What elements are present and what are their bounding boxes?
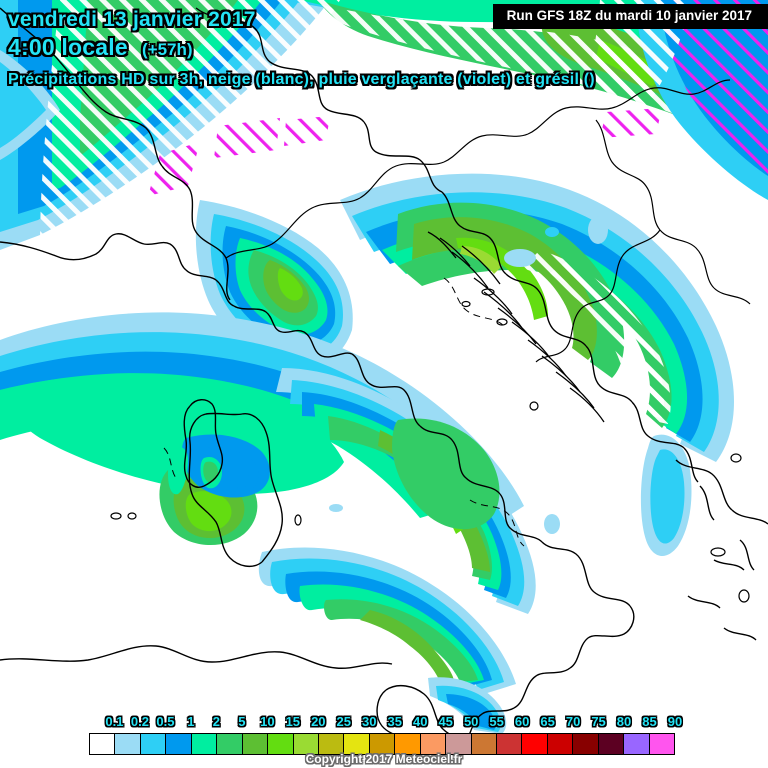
map-dalmatian-islands xyxy=(427,231,605,423)
map-coastlines xyxy=(0,7,768,747)
legend-tick-label: 70 xyxy=(565,714,581,729)
legend-tick-label: 25 xyxy=(336,714,352,729)
legend-tick-label: 1 xyxy=(187,714,195,729)
legend-tick-label: 80 xyxy=(616,714,632,729)
precip-field-west-arm xyxy=(0,50,60,160)
forecast-lead-time-label: (+57h) xyxy=(142,40,193,59)
legend-color-cell xyxy=(446,734,472,754)
forecast-date-label: vendredi 13 janvier 2017 xyxy=(8,8,256,31)
legend-color-cell xyxy=(547,734,574,754)
map-borders-dashed xyxy=(163,277,525,547)
legend-color-cell xyxy=(217,734,243,754)
legend-color-cell xyxy=(140,734,167,754)
legend-tick-label: 0.2 xyxy=(130,714,149,729)
legend-tick-label: 15 xyxy=(285,714,301,729)
legend-tick-label: 65 xyxy=(540,714,555,729)
legend-color-cell xyxy=(497,734,523,754)
legend-tick-label: 0.1 xyxy=(105,714,124,729)
legend-color-cell xyxy=(166,734,192,754)
legend-tick-label: 55 xyxy=(489,714,504,729)
legend-tick-label: 35 xyxy=(387,714,402,729)
legend-tick-label: 60 xyxy=(514,714,530,729)
legend-color-cell xyxy=(318,734,345,754)
legend-color-cell xyxy=(522,734,548,754)
legend-tick-label: 30 xyxy=(362,714,377,729)
legend-tick-label: 20 xyxy=(311,714,326,729)
model-run-badge: Run GFS 18Z du mardi 10 janvier 2017 xyxy=(492,4,768,29)
legend-color-cell xyxy=(649,734,675,754)
map-borders xyxy=(225,79,751,363)
legend-tick-label: 45 xyxy=(438,714,453,729)
legend-color-cell xyxy=(395,734,421,754)
legend-color-cell xyxy=(344,734,370,754)
legend-tick-labels: 0.1 0.2 0.5 1 2 5 10 15 20 25 30 35 40 45 50 55 60 65 70 75… xyxy=(0,714,768,732)
legend-color-cell xyxy=(573,734,599,754)
legend-tick-label: 2 xyxy=(212,714,221,729)
legend-tick-label: 40 xyxy=(412,714,428,729)
snow-overlay-dalmatia xyxy=(522,250,671,424)
freezing-rain-overlay-northeast xyxy=(662,0,768,178)
snow-overlay-northeast xyxy=(560,0,690,168)
legend-color-cell xyxy=(420,734,447,754)
legend-tick-label: 85 xyxy=(642,714,657,729)
legend-color-cell xyxy=(191,734,218,754)
precip-field-sicily xyxy=(428,677,507,734)
legend-tick-label: 90 xyxy=(667,714,683,729)
legend-color-cell xyxy=(90,734,116,754)
precip-field-ionian xyxy=(640,434,692,557)
legend-color-cell xyxy=(293,734,319,754)
forecast-time-label: 4:00 locale xyxy=(8,34,128,60)
freezing-rain-overlay-po xyxy=(148,108,662,196)
legend-tick-label: 0.5 xyxy=(156,714,175,729)
precip-field-sardinia-green xyxy=(168,446,222,495)
legend-color-cell xyxy=(242,734,269,754)
forecast-parameters-label: Précipitations HD sur 3h, neige (blanc),… xyxy=(8,71,595,88)
precipitation-color-scale[interactable] xyxy=(89,733,675,755)
legend-color-cell xyxy=(268,734,294,754)
legend-color-cell xyxy=(471,734,497,754)
legend-tick-label: 50 xyxy=(463,714,479,729)
legend-color-cell xyxy=(115,734,141,754)
legend-tick-label: 5 xyxy=(238,714,246,729)
copyright-label: Copyright 2017 Meteociel.fr xyxy=(305,752,463,766)
legend-tick-label: 75 xyxy=(591,714,606,729)
legend-color-cell xyxy=(598,734,625,754)
precip-field-specks xyxy=(226,216,608,534)
precip-field-calabria xyxy=(258,547,516,694)
snow-overlay-northwest xyxy=(40,0,340,244)
legend-color-cell xyxy=(369,734,396,754)
legend-tick-label: 10 xyxy=(260,714,275,729)
legend-color-cell xyxy=(624,734,650,754)
